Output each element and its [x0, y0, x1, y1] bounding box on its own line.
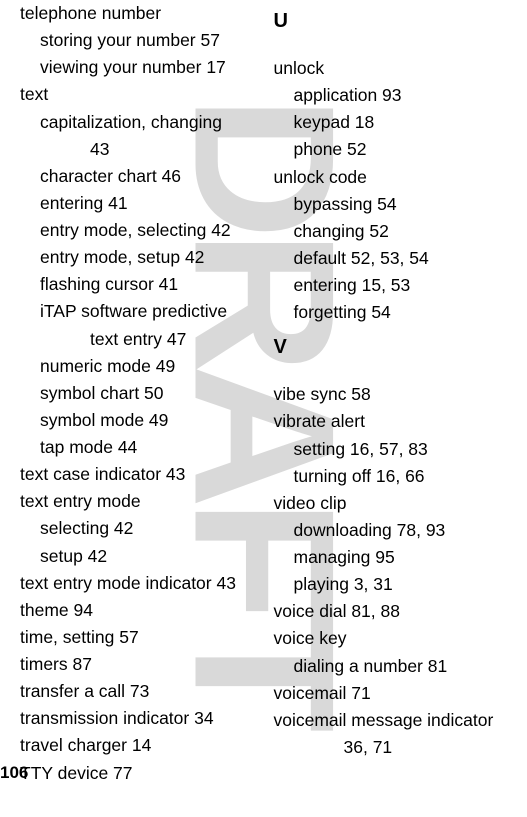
index-entry: character chart 46	[20, 163, 262, 190]
index-entry: flashing cursor 41	[20, 271, 262, 298]
index-entry: capitalization, changing	[20, 109, 262, 136]
index-entry: changing 52	[274, 218, 516, 245]
index-entry: voicemail 71	[274, 680, 516, 707]
index-entry: managing 95	[274, 544, 516, 571]
index-entry: setting 16, 57, 83	[274, 436, 516, 463]
index-entry: phone 52	[274, 136, 516, 163]
index-entry: transfer a call 73	[20, 678, 262, 705]
index-entry: symbol mode 49	[20, 407, 262, 434]
index-entry: video clip	[274, 490, 516, 517]
index-entry: forgetting 54	[274, 299, 516, 326]
index-entry: turning off 16, 66	[274, 463, 516, 490]
index-entry: travel charger 14	[20, 732, 262, 759]
index-entry: 36, 71	[274, 734, 516, 761]
index-entry: bypassing 54	[274, 191, 516, 218]
index-entry: playing 3, 31	[274, 571, 516, 598]
index-entry: 43	[20, 136, 262, 163]
index-entry: text entry mode indicator 43	[20, 570, 262, 597]
index-entry: default 52, 53, 54	[274, 245, 516, 272]
index-entry: voice dial 81, 88	[274, 598, 516, 625]
index-entry: dialing a number 81	[274, 653, 516, 680]
index-entry: vibrate alert	[274, 408, 516, 435]
index-entry: telephone number	[20, 0, 262, 27]
section-heading: V	[274, 332, 516, 363]
index-entry: iTAP software predictive	[20, 298, 262, 325]
index-entry: TTY device 77	[20, 760, 262, 787]
index-entry: entering 15, 53	[274, 272, 516, 299]
index-entry: numeric mode 49	[20, 353, 262, 380]
index-entry: text	[20, 81, 262, 108]
left-column: telephone numberstoring your number 57vi…	[20, 0, 262, 787]
index-entry: storing your number 57	[20, 27, 262, 54]
index-entry: unlock	[274, 55, 516, 82]
index-entry: keypad 18	[274, 109, 516, 136]
index-entry: tap mode 44	[20, 434, 262, 461]
index-entry: selecting 42	[20, 515, 262, 542]
index-entry: viewing your number 17	[20, 54, 262, 81]
index-entry: transmission indicator 34	[20, 705, 262, 732]
index-entry: text entry mode	[20, 488, 262, 515]
index-entry: time, setting 57	[20, 624, 262, 651]
index-entry: text entry 47	[20, 326, 262, 353]
index-page: telephone numberstoring your number 57vi…	[0, 0, 527, 787]
index-entry: voice key	[274, 625, 516, 652]
index-entry: entry mode, setup 42	[20, 244, 262, 271]
section-heading: U	[274, 6, 516, 37]
index-entry: downloading 78, 93	[274, 517, 516, 544]
index-entry: text case indicator 43	[20, 461, 262, 488]
index-entry: voicemail message indicator	[274, 707, 516, 734]
index-entry: timers 87	[20, 651, 262, 678]
index-entry: vibe sync 58	[274, 381, 516, 408]
index-entry: unlock code	[274, 164, 516, 191]
index-entry: application 93	[274, 82, 516, 109]
index-entry: entry mode, selecting 42	[20, 217, 262, 244]
index-entry: setup 42	[20, 543, 262, 570]
index-entry: entering 41	[20, 190, 262, 217]
index-entry: symbol chart 50	[20, 380, 262, 407]
index-entry: theme 94	[20, 597, 262, 624]
right-column: Uunlockapplication 93keypad 18phone 52un…	[274, 0, 516, 787]
